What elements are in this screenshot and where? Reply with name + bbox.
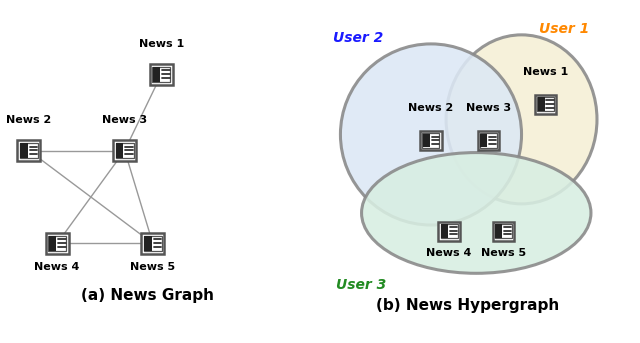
FancyBboxPatch shape — [420, 131, 442, 150]
FancyBboxPatch shape — [150, 64, 173, 85]
FancyBboxPatch shape — [480, 134, 487, 147]
FancyBboxPatch shape — [20, 143, 38, 158]
FancyBboxPatch shape — [538, 97, 545, 111]
Text: (a) News Graph: (a) News Graph — [81, 288, 214, 303]
Text: News 3: News 3 — [466, 103, 511, 113]
FancyBboxPatch shape — [141, 233, 164, 253]
FancyBboxPatch shape — [441, 224, 448, 238]
FancyBboxPatch shape — [537, 97, 554, 111]
FancyBboxPatch shape — [422, 133, 440, 148]
FancyBboxPatch shape — [152, 67, 170, 82]
FancyBboxPatch shape — [144, 236, 152, 251]
FancyBboxPatch shape — [20, 143, 28, 158]
Text: User 2: User 2 — [333, 31, 383, 45]
Text: News 1: News 1 — [523, 67, 568, 77]
FancyBboxPatch shape — [423, 134, 430, 147]
FancyBboxPatch shape — [535, 95, 556, 114]
Text: News 5: News 5 — [131, 262, 175, 272]
Text: News 4: News 4 — [426, 248, 472, 258]
Text: News 5: News 5 — [481, 248, 526, 258]
FancyBboxPatch shape — [477, 131, 499, 150]
Ellipse shape — [340, 44, 522, 225]
FancyBboxPatch shape — [153, 67, 160, 82]
FancyBboxPatch shape — [480, 133, 497, 148]
Text: News 2: News 2 — [408, 103, 454, 113]
FancyBboxPatch shape — [17, 140, 40, 161]
FancyBboxPatch shape — [113, 140, 136, 161]
Text: User 1: User 1 — [539, 22, 589, 36]
Text: User 3: User 3 — [337, 279, 387, 292]
FancyBboxPatch shape — [438, 222, 460, 240]
FancyBboxPatch shape — [493, 222, 514, 240]
FancyBboxPatch shape — [116, 143, 134, 158]
FancyBboxPatch shape — [440, 224, 458, 238]
Text: News 1: News 1 — [139, 39, 184, 49]
Text: (b) News Hypergraph: (b) News Hypergraph — [376, 297, 559, 312]
Text: News 3: News 3 — [102, 115, 147, 125]
FancyBboxPatch shape — [495, 224, 502, 238]
FancyBboxPatch shape — [45, 233, 68, 253]
Ellipse shape — [362, 153, 591, 273]
FancyBboxPatch shape — [495, 224, 512, 238]
FancyBboxPatch shape — [144, 236, 162, 251]
FancyBboxPatch shape — [116, 143, 124, 158]
Text: News 4: News 4 — [35, 262, 80, 272]
FancyBboxPatch shape — [49, 236, 56, 251]
Text: News 2: News 2 — [6, 115, 52, 125]
Ellipse shape — [446, 35, 597, 204]
FancyBboxPatch shape — [48, 236, 66, 251]
